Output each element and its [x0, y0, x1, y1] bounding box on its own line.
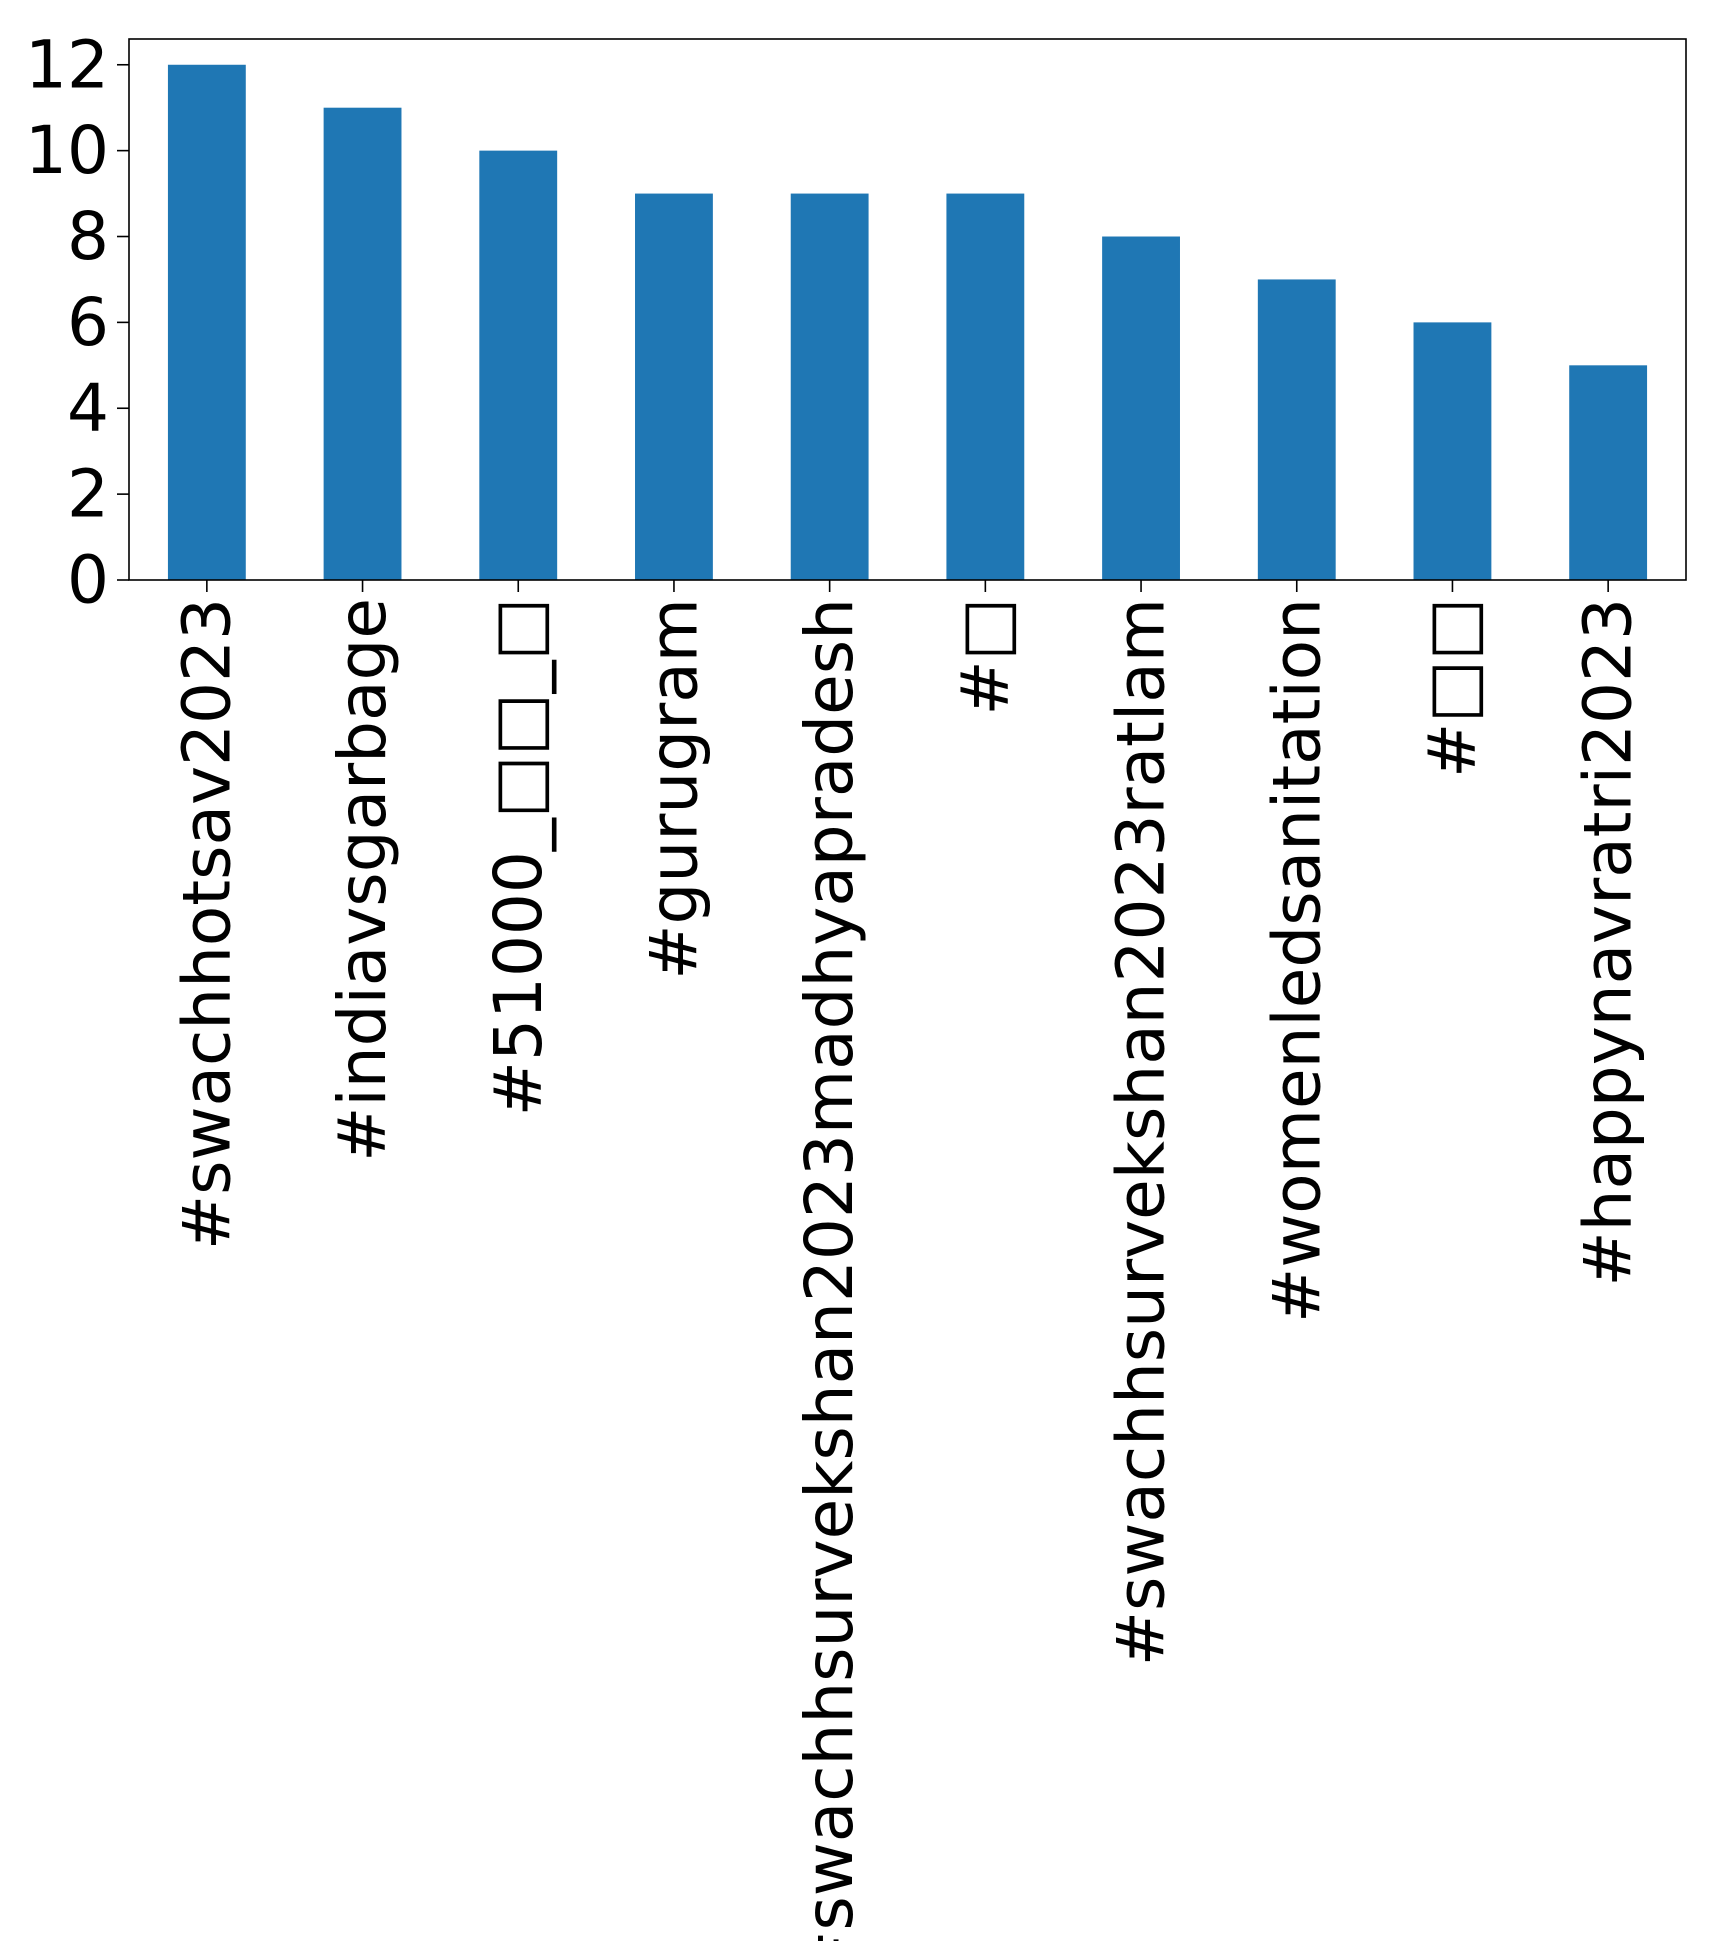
y-tick-label-3: 6	[67, 284, 109, 361]
y-tick-label-1: 2	[67, 456, 109, 533]
x-tick-label-3: #gurugram	[635, 598, 712, 980]
bar-9	[1569, 365, 1648, 580]
bar-6	[1102, 236, 1180, 580]
bar-7	[1257, 279, 1336, 580]
y-tick-label-2: 4	[67, 370, 109, 447]
x-tick-label-5: #□	[947, 598, 1024, 716]
x-tick-label-9: #happynavratri2023	[1570, 598, 1647, 1287]
bar-2	[479, 150, 558, 580]
bar-4	[790, 193, 869, 580]
x-tick-label-8: #□□	[1414, 598, 1491, 778]
y-tick-label-5: 10	[25, 112, 109, 189]
y-tick-label-6: 12	[25, 26, 109, 103]
x-tick-label-2: #51000_□□_□	[480, 598, 557, 1116]
y-axis: 0 2 4 6 8 10 12	[25, 26, 129, 619]
y-tick-label-4: 8	[67, 198, 109, 275]
x-tick-label-1: #indiavsgarbage	[324, 598, 401, 1162]
bar-5	[946, 193, 1025, 580]
y-tick-label-0: 0	[67, 542, 109, 619]
x-tick-label-6: #swachhsurvekshan2023ratlam	[1103, 598, 1180, 1666]
bar-3	[635, 193, 713, 580]
bar-8	[1413, 322, 1492, 580]
x-tick-label-4: #swachhsurvekshan2023madhyapradesh	[791, 598, 868, 1941]
bars-layer	[167, 64, 1648, 580]
x-axis: #swachhotsav2023 #indiavsgarbage #51000_□□…	[168, 580, 1647, 1941]
bar-1	[323, 107, 402, 580]
plot-frame	[128, 38, 1687, 581]
x-tick-label-7: #womenledsanitation	[1258, 598, 1335, 1323]
x-tick-label-0: #swachhotsav2023	[168, 598, 245, 1250]
bar-0	[167, 64, 246, 580]
